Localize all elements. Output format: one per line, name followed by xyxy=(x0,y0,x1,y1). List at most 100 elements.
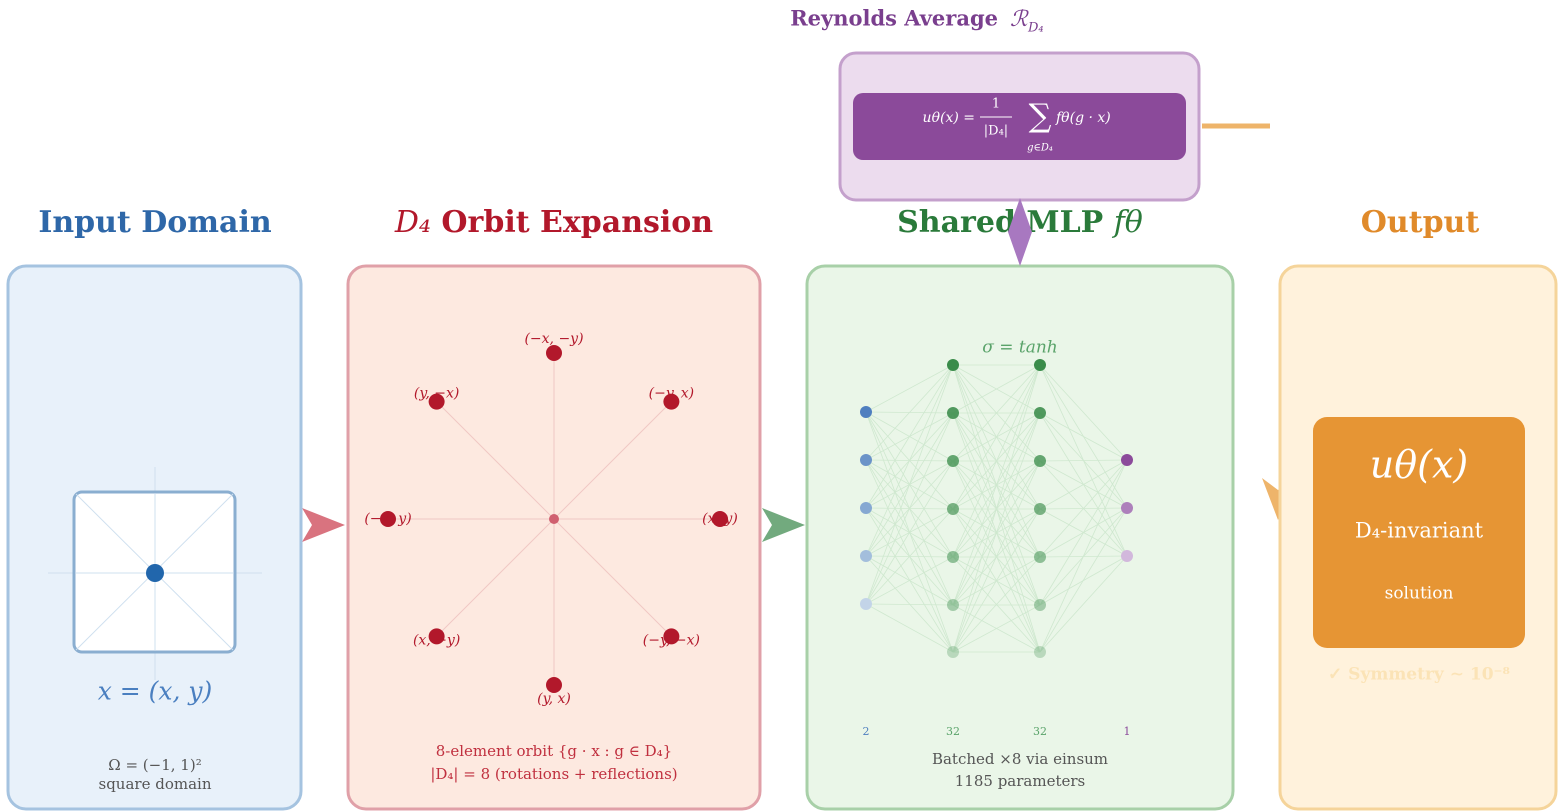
orbit-center xyxy=(549,514,559,524)
edge xyxy=(952,460,1041,653)
edge xyxy=(865,508,954,605)
neuron xyxy=(860,550,872,562)
orbit-label: (−x, −y) xyxy=(524,331,583,347)
orbit-spoke xyxy=(436,518,555,637)
output-invariant: D₄-invariant xyxy=(1355,519,1484,543)
formula-sum-sub: g∈D₄ xyxy=(1027,143,1053,154)
edge xyxy=(1039,412,1128,461)
arrow xyxy=(302,508,345,542)
title-symbol: fθ xyxy=(1112,205,1143,240)
neuron xyxy=(947,359,959,371)
orbit-point xyxy=(428,393,445,410)
neuron xyxy=(1121,502,1133,514)
formula-sum: ∑ xyxy=(1029,97,1052,135)
orbit-label: (−x, y) xyxy=(364,511,411,527)
formula-box xyxy=(853,93,1186,160)
layer-size: 32 xyxy=(946,725,960,738)
neuron xyxy=(860,454,872,466)
orbit-spoke xyxy=(553,401,672,520)
edge xyxy=(865,556,954,605)
orbit-label: (x, −y) xyxy=(413,632,460,648)
orbit-point xyxy=(546,677,562,693)
neuron xyxy=(860,406,872,418)
neuron xyxy=(947,503,959,515)
neuron xyxy=(860,598,872,610)
output-box xyxy=(1313,417,1525,648)
symmetry-check: ✓ Symmetry ∼ 10⁻⁸ xyxy=(1328,665,1510,685)
neuron xyxy=(860,502,872,514)
orbit-spoke xyxy=(436,401,555,520)
edge xyxy=(865,460,954,605)
edge xyxy=(1039,459,1128,558)
reynolds-symbol-sub: D₄ xyxy=(1027,21,1044,36)
edge xyxy=(1039,459,1128,606)
edge xyxy=(952,364,1041,462)
title-symbol: D₄ xyxy=(394,205,431,240)
edge xyxy=(865,603,954,606)
edge xyxy=(865,412,954,605)
orbit-point xyxy=(380,511,396,527)
orbit-point xyxy=(428,628,445,645)
output-solution: solution xyxy=(1385,584,1454,604)
panel-title: Input Domain xyxy=(38,205,272,240)
title-text: Shared MLP xyxy=(897,205,1103,240)
neuron xyxy=(1034,359,1046,371)
neuron xyxy=(1034,551,1046,563)
edge xyxy=(952,364,1041,414)
orbit-label: (y, −x) xyxy=(414,386,460,402)
orbit-spoke xyxy=(553,518,672,637)
reynolds-title: Reynolds Average xyxy=(790,6,998,31)
formula-rhs: fθ(g · x) xyxy=(1055,110,1111,126)
caption: 8-element orbit {g · x : g ∈ D₄} xyxy=(436,742,672,760)
edge xyxy=(865,364,954,413)
orbit-label: (x, y) xyxy=(702,511,738,527)
caption: square domain xyxy=(99,775,212,793)
edge xyxy=(952,556,1041,653)
point-label: x = (x, y) xyxy=(98,677,213,706)
orbit-label: (−y, x) xyxy=(649,386,695,402)
input-point xyxy=(146,564,164,582)
edge xyxy=(952,364,1041,606)
edge xyxy=(952,412,1041,653)
edge xyxy=(952,364,1041,653)
edge xyxy=(1039,507,1128,653)
edge xyxy=(865,364,954,509)
edge xyxy=(865,364,954,557)
neuron xyxy=(947,407,959,419)
edge xyxy=(952,604,1041,653)
neuron xyxy=(1121,550,1133,562)
neuron xyxy=(1121,454,1133,466)
orbit-point xyxy=(663,393,680,410)
panel-title: D₄ Orbit Expansion xyxy=(394,205,713,240)
edge xyxy=(1039,459,1128,510)
caption: 1185 parameters xyxy=(955,772,1085,790)
edge xyxy=(952,364,1041,510)
double-arrow xyxy=(1008,198,1032,266)
neuron xyxy=(1034,407,1046,419)
formula-num: 1 xyxy=(992,97,1000,112)
caption: Ω = (−1, 1)² xyxy=(108,756,201,774)
orbit-point xyxy=(712,511,728,527)
orbit-label: (y, x) xyxy=(537,691,571,707)
panel-title: Output xyxy=(1361,205,1480,240)
layer-size: 2 xyxy=(863,725,870,738)
neuron xyxy=(1034,455,1046,467)
orbit-point xyxy=(663,628,680,645)
title-text: Orbit Expansion xyxy=(441,205,713,240)
edge xyxy=(1039,459,1128,462)
edge xyxy=(1039,364,1128,461)
edge xyxy=(952,508,1041,653)
neuron xyxy=(947,551,959,563)
layer-size: 1 xyxy=(1124,725,1131,738)
neuron xyxy=(947,455,959,467)
panel-title: Shared MLP fθ xyxy=(897,205,1143,240)
layer-size: 32 xyxy=(1033,725,1047,738)
neuron xyxy=(1034,503,1046,515)
output-function: uθ(x) xyxy=(1370,443,1468,487)
caption: |D₄| = 8 (rotations + reflections) xyxy=(430,765,677,783)
edge xyxy=(1039,555,1128,653)
edge xyxy=(865,364,954,461)
edge xyxy=(865,603,954,653)
neuron xyxy=(947,599,959,611)
